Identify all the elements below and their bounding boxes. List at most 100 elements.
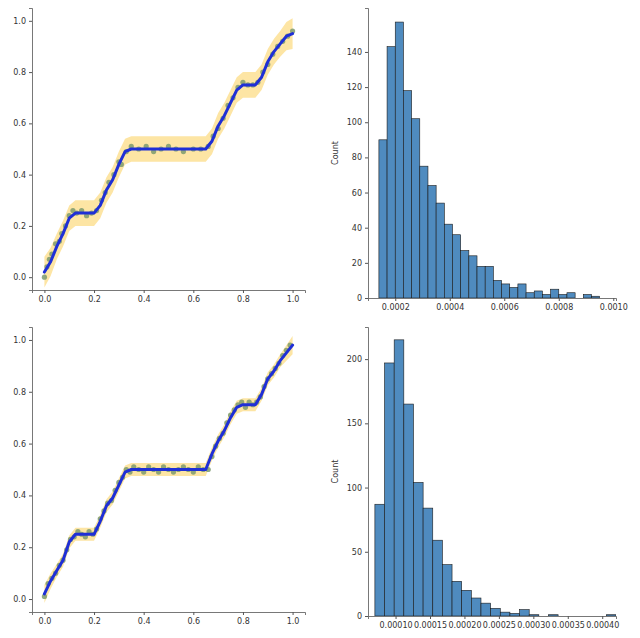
tick-mark: [29, 547, 32, 548]
tick-mark: [94, 290, 95, 293]
figure: 0.00.20.40.60.81.00.00.20.40.60.81.00.00…: [0, 0, 640, 638]
tick-mark: [365, 122, 368, 123]
panel: 0.00.20.40.60.81.00.00.20.40.60.81.0: [13, 328, 305, 626]
tick-label: 0.8: [13, 68, 26, 77]
tick-mark: [365, 193, 368, 194]
tick-mark: [29, 392, 32, 393]
tick-label: 0.2: [13, 222, 26, 231]
histogram-bar: [452, 581, 462, 616]
tick: 0.6: [13, 119, 32, 128]
tick-label: 0.4: [138, 617, 151, 626]
histogram-bar: [471, 598, 481, 616]
tick: 0.8: [237, 290, 250, 304]
tick: 1.0: [13, 17, 32, 26]
histogram-bar: [587, 616, 597, 617]
histogram-bar: [462, 590, 472, 616]
histogram-bar: [558, 616, 568, 617]
histogram-bar: [520, 610, 530, 616]
tick-label: 80: [352, 153, 362, 162]
tick: 0.0: [13, 273, 32, 282]
tick-mark: [29, 599, 32, 600]
tick-mark: [613, 298, 614, 301]
histogram-bar: [423, 508, 433, 616]
histogram-bar: [394, 340, 404, 616]
tick-label: 0.2: [88, 617, 101, 626]
histogram-bar: [502, 284, 510, 298]
tick-label: 0.00035: [552, 621, 585, 630]
histogram-bar: [567, 293, 575, 298]
tick-label: 0.6: [187, 295, 200, 304]
tick: 0.00010: [380, 616, 413, 630]
histogram-bar: [526, 293, 534, 298]
tick: 200: [347, 355, 368, 364]
tick-mark: [365, 552, 368, 553]
axis-line: [33, 613, 306, 616]
histogram-bar: [559, 294, 567, 298]
tick-mark: [559, 298, 560, 301]
tick: 0.6: [187, 612, 200, 626]
tick-label: 1.0: [287, 295, 300, 304]
tick: 0.8: [13, 68, 32, 77]
tick: 0.4: [138, 290, 151, 304]
tick-mark: [365, 263, 368, 264]
y-axis: 050100150200: [347, 328, 369, 622]
tick-mark: [29, 175, 32, 176]
tick-label: 0.00010: [380, 621, 413, 630]
tick: 140: [347, 48, 368, 57]
histogram-bar: [551, 289, 559, 298]
tick: 0.00040: [586, 616, 619, 630]
x-axis: 0.000100.000150.000200.000250.000300.000…: [369, 616, 620, 630]
tick-mark: [29, 444, 32, 445]
tick-label: 0.4: [13, 171, 26, 180]
tick-label: 40: [352, 224, 362, 233]
tick-mark: [464, 616, 465, 619]
axis-line: [369, 617, 617, 620]
histogram-bar: [493, 280, 501, 298]
tick-mark: [365, 157, 368, 158]
histogram-bar: [548, 615, 558, 616]
histogram-bar: [529, 615, 539, 616]
tick-mark: [365, 616, 368, 617]
tick-mark: [365, 87, 368, 88]
tick-mark: [365, 298, 368, 299]
tick-mark: [193, 612, 194, 615]
histogram-bar: [510, 613, 520, 616]
tick: 0.0006: [491, 298, 519, 312]
plot-area: [379, 22, 600, 298]
tick-mark: [243, 290, 244, 293]
tick: 60: [352, 189, 368, 198]
tick-mark: [29, 277, 32, 278]
histogram-bar: [452, 235, 460, 298]
tick-label: 0.0006: [491, 303, 519, 312]
histogram-bar: [444, 224, 452, 298]
tick: 120: [347, 83, 368, 92]
tick-mark: [430, 616, 431, 619]
tick-label: 0.8: [13, 388, 26, 397]
tick: 0.8: [237, 612, 250, 626]
tick: 0.00035: [552, 616, 585, 630]
tick-label: 1.0: [287, 617, 300, 626]
tick: 0.0: [39, 290, 52, 304]
tick: 0: [357, 294, 368, 303]
panel: 0.0 0.2 0.4 0.6 0.8 1.0 0.0 0.2 0.4 0.6 0.8 1.0: [13, 9, 305, 304]
tick: 1.0: [13, 336, 32, 345]
histogram-bar: [583, 294, 591, 298]
tick-mark: [44, 290, 45, 293]
axis-line: [29, 328, 33, 613]
tick-label: 50: [352, 548, 362, 557]
tick: 0.2: [88, 290, 101, 304]
tick: 80: [352, 153, 368, 162]
tick-mark: [293, 612, 294, 615]
tick: 0.00015: [414, 616, 447, 630]
tick-mark: [396, 616, 397, 619]
tick-mark: [44, 612, 45, 615]
tick-mark: [29, 495, 32, 496]
tick-label: 0.0: [39, 617, 52, 626]
uncertainty-band: [44, 18, 292, 287]
histogram-bar: [542, 294, 550, 298]
tick-mark: [29, 226, 32, 227]
tick-label: 0.8: [237, 295, 250, 304]
tick: 20: [352, 259, 368, 268]
mean-line: [44, 345, 292, 594]
tick: 0.0008: [545, 298, 573, 312]
